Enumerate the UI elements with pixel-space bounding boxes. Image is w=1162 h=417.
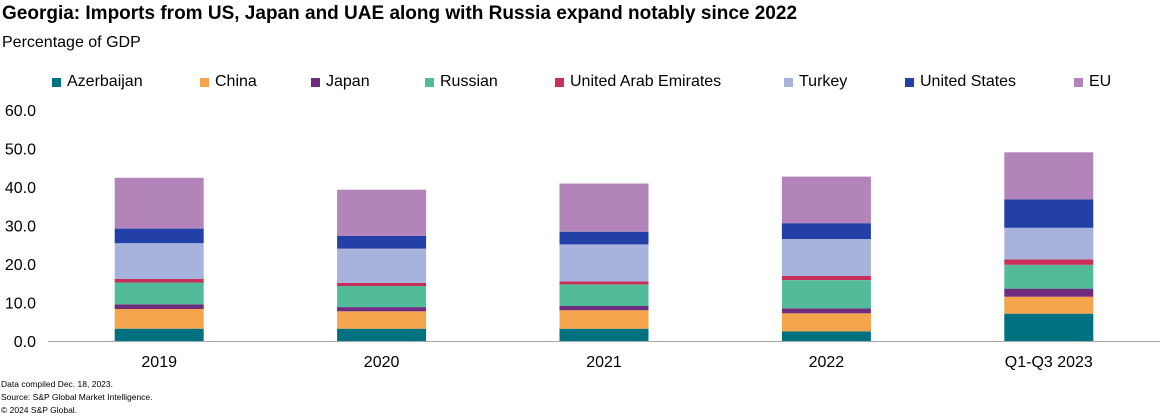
bar-segment-turkey	[114, 243, 204, 279]
bar-segment-united-arab-emirates	[114, 279, 204, 283]
chart-title: Georgia: Imports from US, Japan and UAE …	[2, 3, 798, 24]
bar-segment-turkey	[337, 248, 427, 283]
legend-label-china: China	[215, 73, 257, 90]
bar-segment-eu	[559, 183, 649, 232]
legend-item-turkey: Turkey	[784, 71, 847, 93]
bar-segment-united-states	[114, 228, 204, 244]
y-tick-label: 0.0	[14, 334, 36, 351]
x-tick-label: 2020	[364, 354, 400, 371]
legend-swatch-japan	[311, 77, 320, 87]
footer-source: Source: S&P Global Market Intelligence.	[1, 392, 153, 402]
legend-label-russian: Russian	[440, 73, 498, 90]
legend-item-uae: United Arab Emirates	[555, 71, 721, 93]
legend-label-japan: Japan	[326, 73, 370, 90]
legend-label-united-states: United States	[920, 73, 1017, 90]
bar-segment-united-arab-emirates	[781, 275, 871, 281]
legend-item-russian: Russian	[425, 71, 498, 93]
bar-segment-japan	[559, 306, 649, 311]
bar-segment-russian	[559, 284, 649, 306]
legend-swatch-eu	[1074, 77, 1083, 87]
chart-subtitle: Percentage of GDP	[2, 34, 141, 51]
bar-segment-turkey	[559, 244, 649, 282]
bar-segment-azerbaijan	[337, 328, 427, 341]
bar-segment-united-states	[337, 235, 427, 249]
bar-segment-united-states	[559, 231, 649, 245]
legend-swatch-uae	[555, 77, 564, 87]
bar-segment-japan	[337, 307, 427, 312]
bar-segment-azerbaijan	[781, 331, 871, 341]
legend-swatch-china	[200, 77, 209, 87]
bar-segment-china	[114, 309, 204, 329]
legend-label-azerbaijan: Azerbaijan	[67, 73, 143, 90]
bar-segment-azerbaijan	[559, 328, 649, 341]
bar-segment-china	[1004, 296, 1094, 314]
legend: Azerbaijan China Japan Russian United Ar…	[0, 71, 1162, 95]
bar-segment-azerbaijan	[114, 328, 204, 341]
legend-item-eu: EU	[1074, 71, 1111, 93]
bar-segment-azerbaijan	[1004, 313, 1094, 341]
bar-segment-eu	[114, 177, 204, 229]
bar-segment-eu	[337, 189, 427, 236]
bar-segment-united-arab-emirates	[337, 282, 427, 286]
footer-data-compiled: Data compiled Dec. 18, 2023.	[1, 379, 113, 389]
footer-copyright: © 2024 S&P Global.	[1, 405, 78, 415]
bar-segment-united-states	[781, 223, 871, 239]
bar-segment-eu	[781, 176, 871, 224]
bar-segment-japan	[1004, 288, 1094, 297]
y-tick-label: 40.0	[5, 180, 36, 197]
bar-segment-united-arab-emirates	[559, 281, 649, 285]
bar-segment-turkey	[781, 239, 871, 276]
bar-segment-japan	[114, 304, 204, 309]
legend-swatch-russian	[425, 77, 434, 87]
y-tick-label: 20.0	[5, 257, 36, 274]
y-tick-label: 30.0	[5, 219, 36, 236]
legend-label-eu: EU	[1089, 73, 1112, 90]
y-tick-label: 50.0	[5, 142, 36, 159]
legend-label-turkey: Turkey	[799, 73, 848, 90]
bar-segment-russian	[337, 285, 427, 308]
x-tick-label: Q1-Q3 2023	[1005, 354, 1093, 371]
bar-segment-united-states	[1004, 199, 1094, 228]
legend-item-united-states: United States	[905, 71, 1016, 93]
bar-segment-russian	[781, 280, 871, 309]
x-tick-label: 2019	[141, 354, 177, 371]
bar-segment-russian	[114, 282, 204, 305]
y-tick-label: 60.0	[5, 103, 36, 120]
y-tick-label: 10.0	[5, 296, 36, 313]
bar-segment-turkey	[1004, 227, 1094, 260]
bar-segment-russian	[1004, 264, 1094, 289]
x-tick-label: 2022	[809, 354, 845, 371]
legend-swatch-united-states	[905, 77, 914, 87]
x-tick-label: 2021	[586, 354, 622, 371]
bar-segment-china	[337, 311, 427, 329]
legend-item-japan: Japan	[311, 71, 370, 93]
bar-segment-china	[781, 313, 871, 332]
bar-segment-eu	[1004, 152, 1094, 200]
legend-item-azerbaijan: Azerbaijan	[52, 71, 143, 93]
legend-label-uae: United Arab Emirates	[570, 73, 722, 90]
legend-item-china: China	[200, 71, 257, 93]
legend-swatch-turkey	[784, 77, 793, 87]
legend-swatch-azerbaijan	[52, 77, 61, 87]
bar-segment-china	[559, 310, 649, 329]
bar-segment-japan	[781, 308, 871, 314]
bar-segment-united-arab-emirates	[1004, 259, 1094, 265]
